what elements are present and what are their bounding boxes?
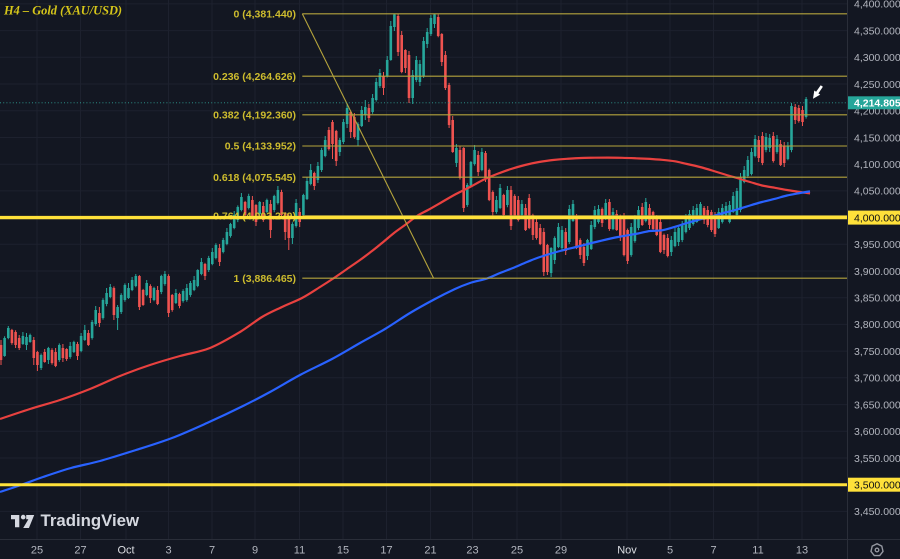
svg-text:25: 25 <box>511 545 523 557</box>
svg-text:1 (3,886.465): 1 (3,886.465) <box>234 273 296 285</box>
svg-text:4,400.000: 4,400.000 <box>854 0 900 11</box>
svg-text:3,900.000: 3,900.000 <box>854 266 900 278</box>
svg-text:29: 29 <box>555 545 567 557</box>
svg-text:3,600.000: 3,600.000 <box>854 426 900 438</box>
svg-text:0.5 (4,133.952): 0.5 (4,133.952) <box>225 141 296 153</box>
svg-text:0.236 (4,264.626): 0.236 (4,264.626) <box>213 71 296 83</box>
svg-text:4,000.000: 4,000.000 <box>854 212 900 224</box>
svg-text:3,700.000: 3,700.000 <box>854 373 900 385</box>
svg-text:4,100.000: 4,100.000 <box>854 159 900 171</box>
svg-text:7: 7 <box>710 545 716 557</box>
svg-text:7: 7 <box>209 545 215 557</box>
svg-text:5: 5 <box>667 545 673 557</box>
svg-text:3,500.000: 3,500.000 <box>854 480 900 492</box>
svg-text:3,750.000: 3,750.000 <box>854 346 900 358</box>
svg-text:3: 3 <box>165 545 171 557</box>
svg-text:9: 9 <box>252 545 258 557</box>
svg-text:11: 11 <box>752 545 763 557</box>
svg-text:4,050.000: 4,050.000 <box>854 186 900 198</box>
svg-text:27: 27 <box>74 545 86 557</box>
svg-text:Nov: Nov <box>617 545 637 557</box>
svg-text:3,550.000: 3,550.000 <box>854 453 900 465</box>
svg-text:23: 23 <box>466 545 478 557</box>
svg-text:4,250.000: 4,250.000 <box>854 79 900 91</box>
svg-text:13: 13 <box>796 545 808 557</box>
svg-text:3,800.000: 3,800.000 <box>854 319 900 331</box>
svg-text:11: 11 <box>294 545 305 557</box>
svg-text:3,450.000: 3,450.000 <box>854 506 900 518</box>
svg-text:4,350.000: 4,350.000 <box>854 25 900 37</box>
svg-text:3,950.000: 3,950.000 <box>854 239 900 251</box>
svg-text:4,214.805: 4,214.805 <box>854 98 900 110</box>
svg-text:4,300.000: 4,300.000 <box>854 52 900 64</box>
svg-text:15: 15 <box>337 545 349 557</box>
svg-text:3,850.000: 3,850.000 <box>854 293 900 305</box>
svg-text:Oct: Oct <box>117 545 134 557</box>
svg-text:3,650.000: 3,650.000 <box>854 399 900 411</box>
svg-text:0.618 (4,075.545): 0.618 (4,075.545) <box>213 172 296 184</box>
svg-text:21: 21 <box>424 545 436 557</box>
svg-text:25: 25 <box>31 545 43 557</box>
svg-text:4,150.000: 4,150.000 <box>854 132 900 144</box>
svg-text:H4 – Gold (XAU/USD): H4 – Gold (XAU/USD) <box>3 4 122 18</box>
svg-text:TradingView: TradingView <box>41 511 140 530</box>
svg-text:17: 17 <box>380 545 392 557</box>
svg-text:0 (4,381.440): 0 (4,381.440) <box>234 8 296 20</box>
svg-text:0.382 (4,192.360): 0.382 (4,192.360) <box>213 109 296 121</box>
